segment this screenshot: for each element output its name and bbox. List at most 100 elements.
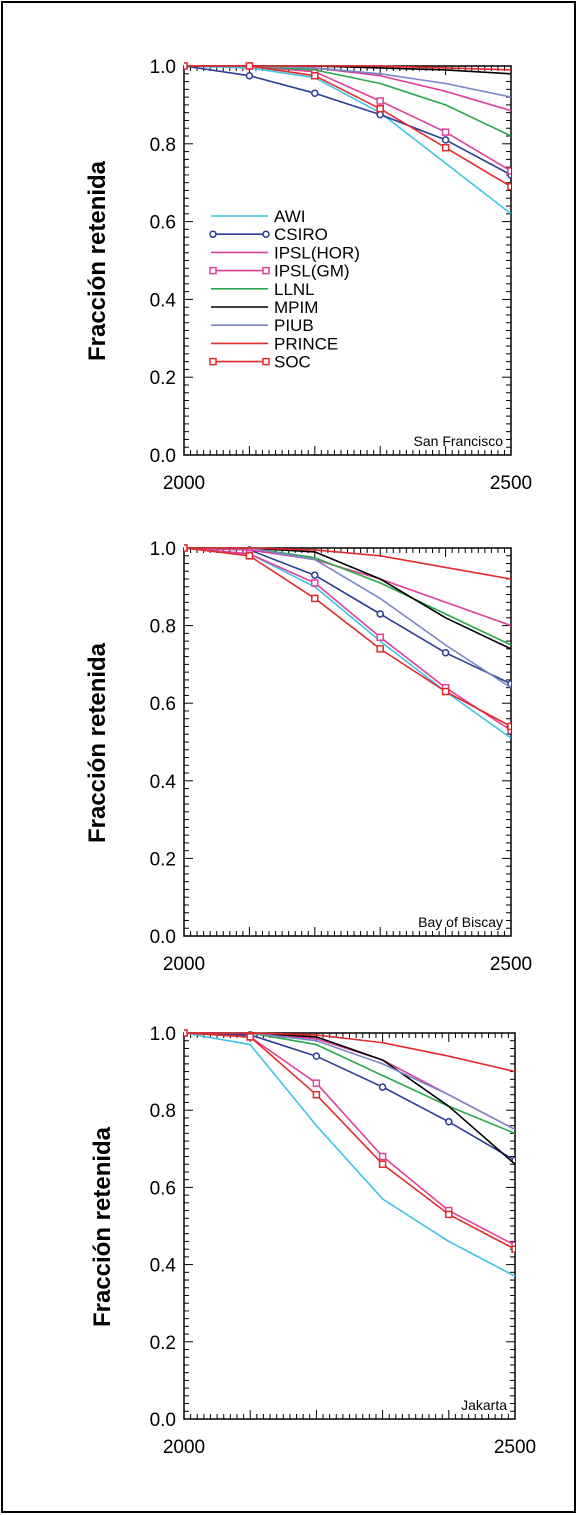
series-point [507,722,511,731]
legend: AWICSIROIPSL(HOR)IPSL(GM)LLNLMPIMPIUBPRI… [209,207,360,372]
series-group [184,1029,515,1277]
series-point [507,726,511,735]
series-point [445,1210,453,1219]
series-point [311,571,319,579]
series-point [376,105,384,113]
series-line-ipslhor [184,1032,515,1131]
series-point [378,1152,387,1161]
series-line-soc [184,65,511,188]
y-tick-label: 0.0 [150,927,176,948]
series-point [511,1245,515,1253]
series-point [245,62,254,70]
series-point [246,1033,254,1041]
legend-entry: AWI [274,207,305,226]
legend-marker [209,266,217,275]
x-tick-label: 2000 [163,473,205,494]
x-tick-label: 2500 [490,954,532,975]
location-label: Bay of Biscay [418,914,503,930]
series-line-piub [184,1032,515,1131]
series-line-csiro [184,547,511,685]
series-point [507,167,511,175]
y-axis-title: Fracción retenida [84,160,111,361]
y-tick-label: 0.2 [150,849,176,870]
y-tick-label: 1.0 [150,57,176,78]
series-line-ipslgm [184,65,511,172]
plot-area [183,547,512,937]
series-line-ipslhor [184,547,511,627]
legend-marker [262,266,270,275]
legend-entry: LLNL [274,280,315,299]
legend-entry: IPSL(GM) [274,262,350,281]
x-tick-label: 2000 [163,954,205,975]
legend-marker [209,357,217,366]
legend-entry: IPSL(HOR) [274,243,360,262]
series-point [312,1091,321,1099]
series-point [378,1083,387,1091]
series-line-llnl [184,65,511,137]
series-point [311,71,319,80]
y-tick-label: 0.2 [150,1333,176,1354]
y-tick-label: 0.4 [150,772,177,793]
series-point [311,579,319,587]
series-line-prince [184,547,511,580]
plot-area [183,1032,516,1420]
legend-marker [262,230,270,238]
series-line-awi [184,547,511,739]
series-point [245,552,254,560]
y-axis-title: Fracción retenida [84,642,111,843]
y-tick-label: 0.4 [150,290,177,311]
y-tick-label: 0.8 [150,135,176,156]
series-point [376,633,384,641]
series-point [245,71,254,80]
series-point [445,1118,453,1126]
series-point [511,1241,515,1250]
series-point [184,544,188,552]
series-line-csiro [184,65,511,176]
series-line-awi [184,65,511,215]
series-line-mpim [184,547,511,650]
y-tick-label: 0.0 [150,446,176,467]
y-tick-label: 0.6 [150,694,176,715]
legend-marker [209,230,217,238]
series-point [312,1052,321,1060]
series-point [311,594,319,603]
series-line-prince [184,1032,515,1073]
series-point [441,649,450,657]
series-point [311,89,319,97]
series-point [441,143,450,152]
y-tick-label: 0.0 [150,1410,176,1431]
series-group [184,62,511,215]
location-label: San Francisco [414,433,504,449]
series-point [441,136,450,144]
series-point [376,610,384,618]
x-tick-label: 2000 [163,1437,205,1458]
series-point [184,1029,188,1037]
legend-entry: SOC [274,353,311,372]
panel-2: 0.0 0.2 0.4 0.6 0.8 1.0 2000 2500 Fracción reten… [84,539,532,975]
x-tick-label: 2500 [494,1437,536,1458]
series-line-awi [184,1032,515,1277]
series-line-ipslgm [184,1032,515,1247]
legend-entry: CSIRO [274,225,328,244]
series-line-llnl [184,547,511,646]
series-line-ipslgm [184,547,511,732]
panel-3: 0.0 0.2 0.4 0.6 0.8 1.0 2000 2500 Fracción reten… [89,1024,536,1458]
series-point [441,128,450,136]
y-tick-label: 1.0 [150,539,176,560]
series-point [184,62,188,70]
y-tick-label: 0.6 [150,213,176,234]
legend-entry: MPIM [274,298,318,317]
legend-marker [262,357,270,366]
series-line-soc [184,1032,515,1250]
location-label: Jakarta [461,1397,507,1413]
series-point [376,97,384,105]
series-group [184,544,511,739]
y-tick-label: 0.8 [150,617,176,638]
series-point [378,1160,387,1168]
y-tick-label: 0.2 [150,368,176,389]
chart-figure: 0.0 0.2 0.4 0.6 0.8 1.0 2000 2500 Fracción reten… [84,57,536,1458]
y-tick-label: 1.0 [150,1024,176,1045]
legend-entry: PRINCE [274,334,338,353]
series-point [507,182,511,191]
